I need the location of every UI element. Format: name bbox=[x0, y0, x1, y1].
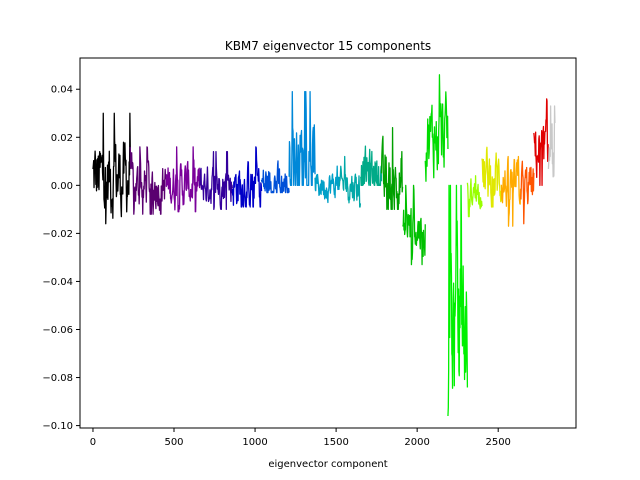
series-line bbox=[447, 184, 469, 417]
series-line bbox=[288, 90, 316, 186]
series-line bbox=[500, 155, 522, 227]
chart-title: KBM7 eigenvector 15 components bbox=[225, 39, 431, 53]
y-tick-label: −0.04 bbox=[42, 277, 73, 288]
series-line bbox=[359, 145, 383, 186]
y-tick-label: −0.08 bbox=[42, 373, 73, 384]
series-line bbox=[520, 160, 535, 225]
series-layer bbox=[92, 74, 556, 417]
y-tick-label: −0.06 bbox=[42, 325, 73, 336]
plot-frame bbox=[79, 57, 577, 429]
series-line bbox=[533, 98, 550, 186]
x-tick-label: 1000 bbox=[242, 437, 267, 448]
y-tick-label: 0.00 bbox=[51, 181, 73, 192]
x-tick-label: 0 bbox=[90, 437, 96, 448]
y-tick-label: 0.04 bbox=[51, 85, 73, 96]
x-axis: 0 500 1000 1500 2000 2500 bbox=[90, 428, 511, 448]
series-line bbox=[380, 127, 404, 211]
series-line bbox=[547, 105, 556, 178]
series-line bbox=[92, 112, 131, 225]
x-tick-label: 2500 bbox=[485, 437, 510, 448]
series-line bbox=[231, 146, 263, 208]
x-axis-label: eigenvector component bbox=[268, 459, 387, 470]
series-line bbox=[338, 155, 362, 208]
series-line bbox=[260, 160, 290, 194]
y-tick-label: −0.02 bbox=[42, 229, 73, 240]
x-tick-label: 500 bbox=[164, 437, 183, 448]
series-line bbox=[481, 146, 503, 208]
series-line bbox=[199, 151, 234, 211]
series-line bbox=[466, 175, 483, 218]
series-line bbox=[129, 146, 167, 215]
series-line bbox=[402, 184, 426, 266]
y-tick-label: 0.02 bbox=[51, 133, 73, 144]
series-line bbox=[165, 146, 201, 213]
series-line bbox=[314, 165, 340, 204]
y-tick-label: −0.10 bbox=[42, 421, 73, 432]
series-line bbox=[424, 74, 449, 182]
x-tick-label: 2000 bbox=[404, 437, 429, 448]
y-axis: 0.04 0.02 0.00 −0.02 −0.04 −0.06 −0.08 −0.10 bbox=[42, 85, 80, 432]
x-tick-label: 1500 bbox=[323, 437, 348, 448]
